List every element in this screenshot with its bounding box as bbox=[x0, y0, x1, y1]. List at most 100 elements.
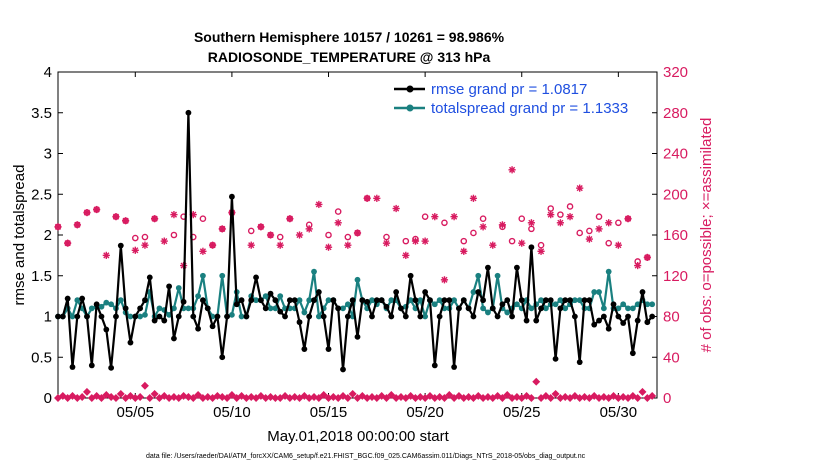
obs-assimilated-marker bbox=[276, 241, 284, 249]
totalspread-point bbox=[253, 297, 259, 304]
rmse-point bbox=[200, 297, 206, 304]
obs-possible-marker bbox=[334, 208, 342, 215]
rmse-point bbox=[122, 305, 129, 312]
x-tick-label: 05/25 bbox=[503, 404, 541, 421]
obs-assimilated-marker bbox=[151, 215, 159, 223]
right-y-tick-label: 240 bbox=[663, 146, 688, 163]
obs-assimilated-marker bbox=[460, 247, 468, 255]
rmse-point bbox=[369, 313, 375, 320]
totalspread-point bbox=[470, 289, 477, 295]
obs-assimilated-marker bbox=[344, 241, 352, 249]
rmse-point bbox=[576, 359, 583, 366]
left-y-axis: 0 0.5 1 1.5 2 2.5 3 3.5 4 bbox=[31, 64, 63, 407]
rmse-point bbox=[315, 289, 322, 295]
totalspread-point bbox=[315, 313, 322, 320]
obs-assimilated-marker bbox=[489, 241, 497, 249]
obs-count-marker bbox=[498, 394, 507, 402]
totalspread-point bbox=[436, 297, 443, 304]
totalspread-point bbox=[562, 305, 569, 312]
left-y-tick-label: 1 bbox=[44, 309, 52, 326]
rmse-point bbox=[460, 297, 467, 304]
obs-count-marker bbox=[445, 390, 454, 399]
obs-assimilated-marker bbox=[440, 276, 449, 284]
totalspread-point bbox=[605, 268, 612, 275]
rmse-point bbox=[344, 313, 351, 320]
rmse-point bbox=[88, 362, 95, 369]
rmse-point bbox=[552, 355, 559, 362]
obs-assimilated-marker bbox=[527, 219, 536, 227]
rmse-point bbox=[398, 305, 404, 312]
rmse-point bbox=[649, 313, 656, 320]
totalspread-point bbox=[175, 285, 182, 291]
obs-assimilated-marker bbox=[112, 213, 120, 221]
totalspread-point bbox=[407, 297, 414, 304]
obs-count-marker bbox=[633, 394, 642, 402]
totalspread-point bbox=[69, 313, 76, 320]
obs-possible-marker bbox=[247, 227, 255, 235]
obs-assimilated-marker bbox=[605, 219, 613, 227]
totalspread-point bbox=[542, 305, 549, 312]
rmse-point bbox=[523, 317, 530, 324]
obs-count-marker bbox=[237, 391, 246, 400]
rmse-point bbox=[277, 308, 284, 315]
rmse-point bbox=[335, 305, 342, 312]
rmse-point bbox=[383, 303, 390, 310]
y-axis-left-label: rmse and totalspread bbox=[11, 165, 28, 306]
obs-count-marker bbox=[140, 381, 149, 390]
rmse-point bbox=[596, 317, 602, 324]
rmse-point bbox=[166, 283, 173, 290]
obs-possible-marker bbox=[402, 237, 410, 245]
rmse-point bbox=[175, 313, 182, 320]
rmse-point bbox=[301, 346, 308, 352]
obs-possible-marker bbox=[557, 211, 564, 218]
totalspread-point bbox=[306, 297, 313, 304]
rmse-point bbox=[514, 264, 520, 271]
obs-count-marker bbox=[112, 394, 120, 402]
rmse-point bbox=[591, 321, 598, 328]
rmse-point bbox=[117, 242, 124, 249]
totalspread-point bbox=[137, 313, 144, 320]
obs-assimilated-marker bbox=[421, 237, 429, 245]
totalspread-point bbox=[108, 301, 115, 308]
rmse-point bbox=[55, 313, 61, 320]
obs-assimilated-marker bbox=[54, 223, 62, 231]
obs-assimilated-marker bbox=[286, 215, 294, 223]
left-y-tick-label: 0.5 bbox=[31, 349, 52, 366]
obs-count-marker bbox=[136, 393, 145, 401]
rmse-point bbox=[233, 301, 240, 308]
rmse-point bbox=[528, 244, 535, 251]
rmse-point bbox=[586, 297, 593, 304]
totalspread-point bbox=[422, 313, 429, 320]
rmse-point bbox=[93, 301, 100, 308]
rmse-point bbox=[431, 362, 438, 369]
rmse-point bbox=[243, 313, 250, 320]
obs-count-marker bbox=[561, 393, 570, 401]
rmse-point bbox=[567, 297, 573, 304]
rmse-point bbox=[364, 298, 371, 305]
obs-assimilated-marker bbox=[537, 247, 545, 255]
rmse-point bbox=[185, 109, 192, 116]
left-y-tick-label: 4 bbox=[44, 64, 52, 81]
obs-count-marker bbox=[454, 391, 463, 400]
rmse-point bbox=[257, 297, 264, 304]
left-y-tick-label: 2.5 bbox=[31, 186, 52, 203]
obs-assimilated-marker bbox=[547, 211, 555, 219]
rmse-point bbox=[562, 297, 569, 304]
obs-count-marker bbox=[290, 393, 299, 401]
totalspread-point bbox=[475, 272, 482, 279]
rmse-point bbox=[340, 366, 346, 373]
obs-assimilated-marker bbox=[373, 194, 381, 202]
totalspread-point bbox=[615, 305, 622, 312]
obs-assimilated-marker bbox=[411, 237, 420, 245]
obs-count-marker bbox=[358, 391, 367, 400]
totalspread-point bbox=[238, 313, 245, 320]
rmse-point bbox=[146, 274, 153, 281]
obs-assimilated-marker bbox=[64, 239, 72, 247]
rmse-point bbox=[538, 305, 544, 312]
legend-spread-label: totalspread grand pr = 1.1333 bbox=[431, 100, 628, 117]
rmse-point bbox=[393, 289, 400, 295]
rmse-point bbox=[267, 290, 274, 297]
x-tick-label: 05/10 bbox=[213, 404, 251, 421]
obs-count-marker bbox=[348, 389, 357, 398]
data-file-footnote: data file: /Users/raeder/DAI/ATM_forcXX/… bbox=[146, 453, 586, 460]
